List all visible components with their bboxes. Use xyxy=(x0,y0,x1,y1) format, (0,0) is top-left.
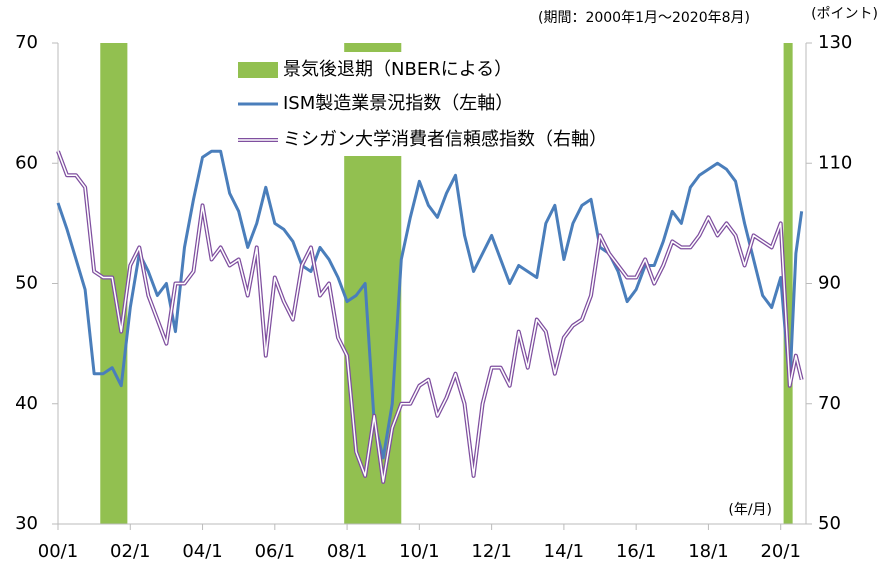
x-tick-label: 04/1 xyxy=(182,541,222,562)
y-tick-label: 30 xyxy=(15,513,38,534)
annotation: (期間：2000年1月～2020年8月) xyxy=(538,10,750,26)
annotation: (年/月) xyxy=(728,502,772,518)
y2-tick-label: 90 xyxy=(818,273,841,294)
x-tick-label: 08/1 xyxy=(327,541,367,562)
y2-tick-label: 70 xyxy=(818,393,841,414)
y-tick-label: 70 xyxy=(15,32,38,53)
legend-label: ミシガン大学消費者信頼感指数（右軸） xyxy=(283,129,607,150)
x-tick-label: 18/1 xyxy=(688,541,728,562)
legend-bg xyxy=(232,52,632,156)
x-tick-label: 20/1 xyxy=(760,541,800,562)
y2-tick-label: 50 xyxy=(818,513,841,534)
y2-tick-label: 110 xyxy=(818,152,852,173)
x-tick-label: 14/1 xyxy=(544,541,584,562)
annotation: (ポイント) xyxy=(811,6,878,22)
legend-label: 景気後退期（NBERによる） xyxy=(283,59,512,80)
x-tick-label: 12/1 xyxy=(471,541,511,562)
line-series xyxy=(56,150,804,484)
y2-tick-label: 130 xyxy=(818,32,852,53)
x-tick-label: 00/1 xyxy=(38,541,78,562)
line-series xyxy=(56,149,804,460)
legend-label: ISM製造業景況指数（左軸） xyxy=(283,93,513,114)
x-tick-label: 10/1 xyxy=(399,541,439,562)
x-tick-label: 06/1 xyxy=(255,541,295,562)
y-tick-label: 40 xyxy=(15,393,38,414)
y-tick-label: 50 xyxy=(15,273,38,294)
x-tick-label: 16/1 xyxy=(616,541,656,562)
y-tick-label: 60 xyxy=(15,152,38,173)
line-series-inner xyxy=(57,150,803,483)
recession-bar xyxy=(783,43,793,524)
legend-swatch xyxy=(238,62,278,78)
x-tick-label: 02/1 xyxy=(110,541,150,562)
